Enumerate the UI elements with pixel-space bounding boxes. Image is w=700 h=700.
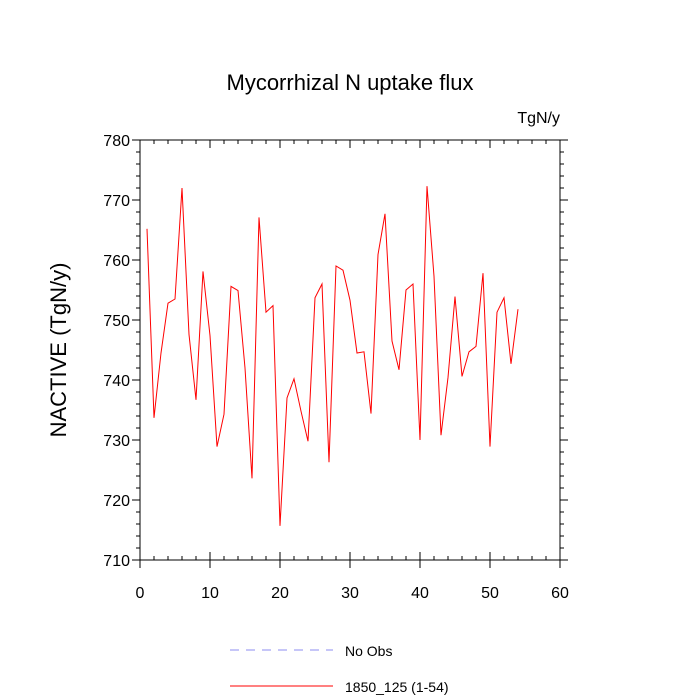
y-tick-label: 780 [103,133,130,150]
y-tick-label: 770 [103,193,130,210]
x-tick-label: 50 [481,585,499,602]
axis-ticks [132,139,568,568]
y-tick-label: 730 [103,433,130,450]
x-tick-label: 30 [341,585,359,602]
y-tick-label: 750 [103,313,130,330]
y-tick-label: 710 [103,553,130,570]
units-label: TgN/y [517,110,560,127]
axis-tick-labels: 0 10 20 30 40 50 60 710 720 730 740 750 760 770 780 [103,133,569,602]
x-tick-label: 0 [136,585,145,602]
y-tick-label: 720 [103,493,130,510]
y-axis-label: NACTIVE (TgN/y) [46,263,71,438]
x-tick-label: 40 [411,585,429,602]
y-tick-label: 740 [103,373,130,390]
x-tick-label: 20 [271,585,289,602]
legend-label: No Obs [345,643,392,659]
x-tick-label: 10 [201,585,219,602]
plot-frame [139,139,561,561]
y-tick-label: 760 [103,253,130,270]
legend: No Obs 1850_125 (1-54) [230,643,449,695]
legend-label: 1850_125 (1-54) [345,679,449,695]
series-line-1 [146,186,519,526]
x-tick-label: 60 [551,585,569,602]
chart-title: Mycorrhizal N uptake flux [227,70,474,95]
series-layer [146,186,519,526]
